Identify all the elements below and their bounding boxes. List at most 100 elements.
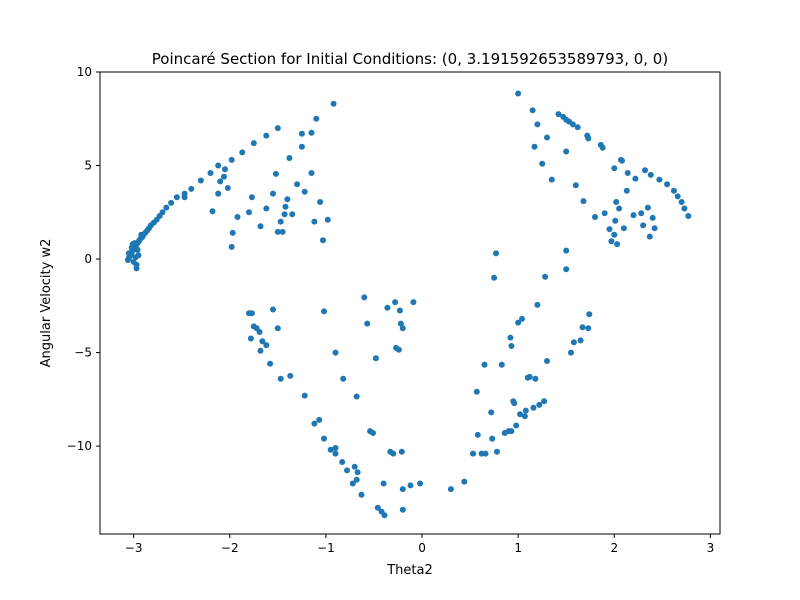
scatter-point (579, 324, 586, 331)
x-tick-label: −1 (317, 541, 335, 555)
scatter-point (229, 229, 236, 236)
plot-frame (99, 71, 721, 535)
scatter-point (555, 111, 562, 118)
scatter-point (539, 160, 546, 167)
scatter-point (616, 205, 623, 212)
scatter-point (674, 193, 681, 200)
scatter-point (215, 162, 222, 169)
scatter-point (461, 478, 468, 485)
scatter-point (534, 121, 541, 128)
scatter-point (447, 486, 454, 493)
scatter-point (544, 358, 550, 364)
scatter-point (197, 177, 204, 184)
scatter-point (332, 349, 339, 356)
scatter-point (586, 311, 593, 318)
scatter-point (601, 210, 608, 217)
scatter-point (548, 176, 555, 183)
scatter-point (632, 175, 639, 182)
scatter-point (395, 346, 402, 353)
scatter-point (361, 294, 368, 301)
scatter-point (392, 299, 399, 306)
scatter-point (358, 491, 365, 498)
scatter-point (623, 187, 630, 194)
scatter-point (612, 217, 619, 224)
scatter-point (248, 194, 255, 201)
scatter-point (530, 404, 537, 411)
scatter-point (396, 307, 403, 314)
scatter-point (228, 156, 235, 163)
scatter-point (640, 222, 647, 229)
scatter-point (685, 213, 692, 219)
scatter-point (181, 194, 188, 201)
scatter-point (168, 199, 175, 206)
scatter-point (298, 130, 305, 137)
scatter-point (134, 246, 141, 253)
scatter-point (507, 334, 514, 341)
scatter-point (417, 480, 424, 487)
scatter-point (542, 273, 549, 280)
scatter-point (511, 400, 518, 407)
scatter-point (353, 393, 360, 400)
scatter-point (284, 196, 291, 203)
scatter-point (320, 237, 326, 244)
scatter-point (301, 188, 308, 195)
scatter-point (224, 185, 231, 191)
scatter-point (585, 325, 592, 332)
scatter-point (248, 310, 255, 317)
scatter-point (217, 178, 224, 185)
scatter-point (611, 231, 618, 238)
x-tick-label: 0 (418, 541, 426, 555)
scatter-point (250, 140, 257, 147)
scatter-point (340, 375, 347, 382)
scatter-point (372, 355, 379, 362)
scatter-point (277, 375, 284, 382)
scatter-point (399, 506, 406, 513)
scatter-point (570, 339, 577, 346)
scatter-point (572, 182, 579, 189)
scatter-point (664, 181, 671, 188)
scatter-point (364, 320, 371, 327)
scatter-point (332, 450, 339, 457)
scatter-point (311, 420, 318, 427)
scatter-point (259, 338, 266, 345)
scatter-point (321, 308, 327, 315)
scatter-point (370, 430, 376, 436)
scatter-point (642, 167, 648, 174)
scatter-point (526, 373, 533, 380)
scatter-point (390, 450, 397, 457)
scatter-point (585, 135, 592, 142)
scatter-point (311, 218, 318, 225)
scatter-point (282, 203, 289, 210)
scatter-point (277, 218, 284, 225)
scatter-point (381, 512, 388, 519)
scatter-point (257, 347, 264, 354)
y-tick-label: 10 (77, 65, 92, 79)
scatter-point (351, 463, 358, 470)
x-tick-label: 1 (514, 541, 522, 555)
scatter-point (481, 361, 488, 368)
scatter-point (541, 398, 548, 405)
scatter-point (159, 209, 166, 216)
scatter-point (173, 194, 180, 201)
scatter-points (124, 90, 692, 519)
scatter-point (339, 459, 346, 465)
scatter-point (646, 233, 653, 240)
y-axis-label: Angular Velocity w2 (39, 239, 54, 368)
scatter-point (608, 238, 615, 245)
scatter-point (263, 342, 270, 349)
scatter-point (534, 301, 541, 308)
scatter-point (228, 243, 235, 250)
scatter-point (188, 185, 195, 192)
scatter-point (267, 360, 274, 367)
scatter-point (470, 450, 476, 457)
scatter-point (308, 170, 315, 176)
scatter-point (270, 190, 276, 197)
scatter-point (274, 325, 281, 332)
scatter-point (651, 225, 658, 232)
scatter-point (247, 335, 254, 342)
scatter-point (491, 274, 498, 281)
scatter-point (399, 486, 406, 493)
scatter-point (577, 337, 584, 344)
scatter-point (353, 476, 360, 483)
